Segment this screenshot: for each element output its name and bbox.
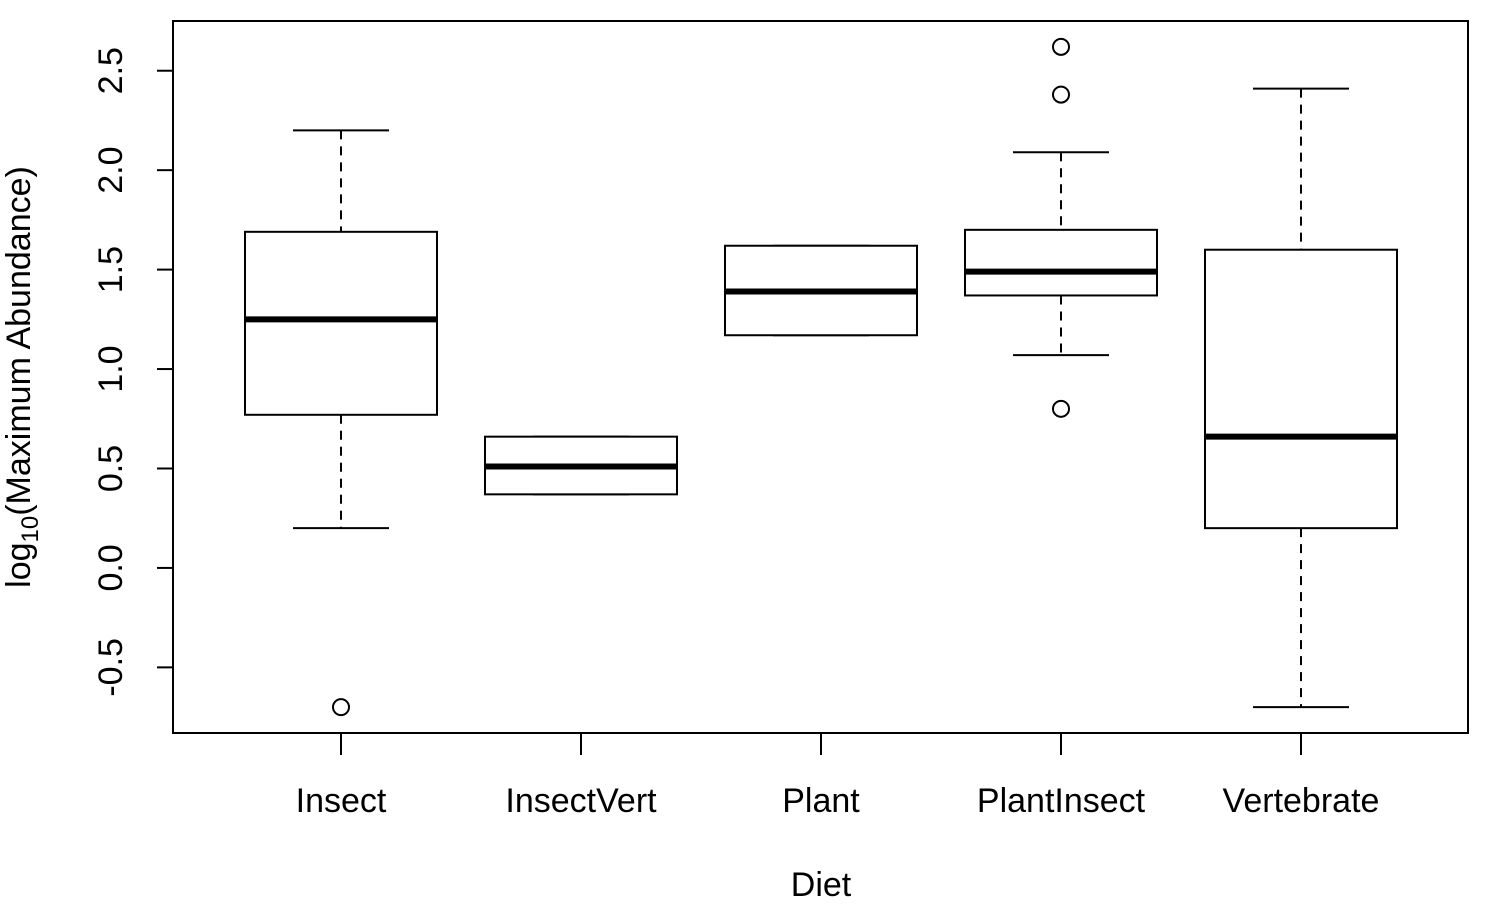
y-tick-label: -0.5 <box>92 638 130 697</box>
y-tick-label: 2.0 <box>92 147 130 194</box>
outlier-point <box>1052 85 1070 104</box>
x-tick-label: InsectVert <box>505 782 657 820</box>
x-axis-label: Diet <box>791 866 852 904</box>
x-axis: Insect InsectVert Plant PlantInsect Vertebra… <box>296 732 1380 820</box>
x-tick-label: PlantInsect <box>977 782 1146 820</box>
x-tick-label: Plant <box>782 782 860 820</box>
y-axis-label: log10(Maximum Abundance) <box>0 166 44 588</box>
y-axis: -0.5 0.0 0.5 1.0 1.5 2.0 2.5 <box>92 47 174 697</box>
box-group-plantinsect <box>964 37 1158 418</box>
y-tick-label: 0.5 <box>92 445 130 492</box>
boxes-layer <box>244 37 1398 717</box>
box-group-vertebrate <box>1204 87 1398 709</box>
y-tick-label: 0.0 <box>92 544 130 591</box>
box-group-insect <box>244 129 438 717</box>
outlier-point <box>1052 399 1070 418</box>
outlier-point <box>1052 37 1070 56</box>
iqr-box <box>1204 248 1398 530</box>
iqr-box <box>244 230 438 416</box>
iqr-box <box>964 228 1158 297</box>
box-group-plant <box>724 244 918 337</box>
x-tick-label: Insect <box>296 782 387 820</box>
y-tick-label: 1.0 <box>92 345 130 392</box>
y-tick-label: 2.5 <box>92 47 130 94</box>
x-tick-label: Vertebrate <box>1223 782 1380 820</box>
outlier-point <box>332 698 350 717</box>
box-group-insectvert <box>484 435 678 496</box>
y-axis-label-prefix: log <box>0 542 38 587</box>
y-tick-label: 1.5 <box>92 246 130 293</box>
y-axis-label-suffix: (Maximum Abundance) <box>0 166 38 516</box>
y-axis-label-subscript: 10 <box>17 516 44 543</box>
